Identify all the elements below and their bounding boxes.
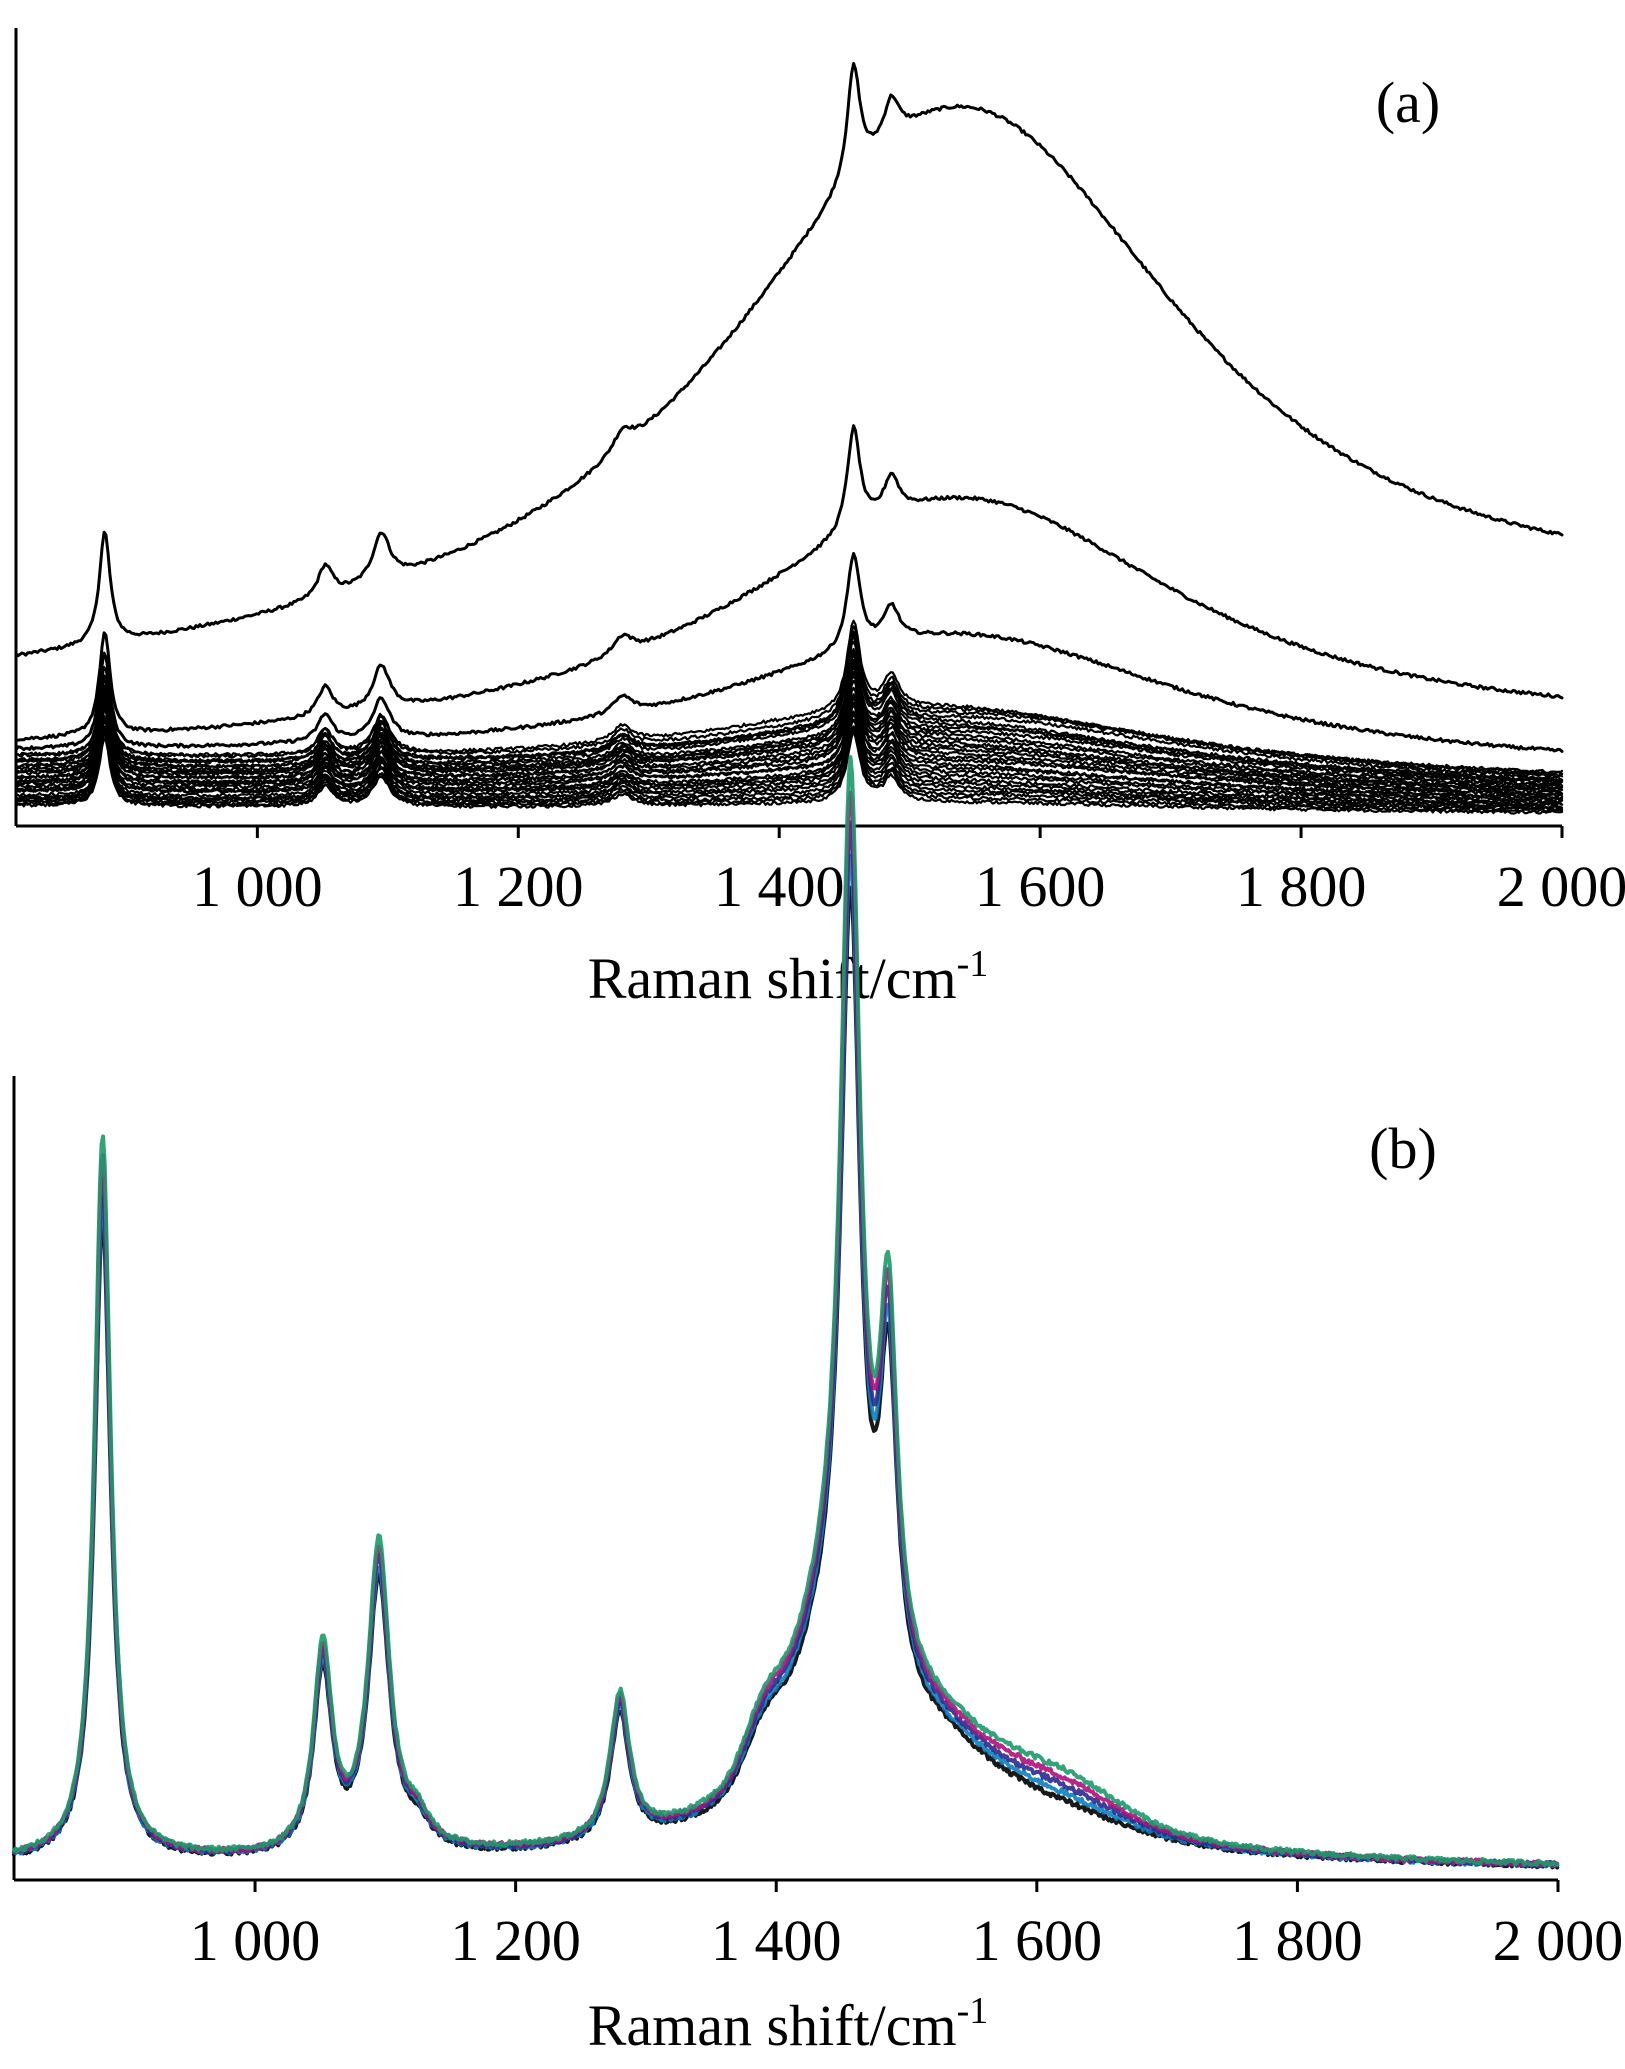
panel-b-spectra xyxy=(12,755,1560,1870)
panel-a-x-tick-label-2000: 2 000 xyxy=(1497,854,1625,919)
panel-a-spectrum-19 xyxy=(14,687,1564,798)
panel-a-spectrum-25 xyxy=(14,710,1564,807)
panel-b-spectrum-1 xyxy=(12,885,1560,1870)
panel-a-x-tick-label-1200: 1 200 xyxy=(453,854,584,919)
panel-b-x-axis-title-main: Raman shift/cm xyxy=(588,1993,957,2058)
panel-a-x-tick-label-1600: 1 600 xyxy=(975,854,1106,919)
panel-a-x-tick-label-1800: 1 800 xyxy=(1236,854,1367,919)
panel-b-x-axis-title: Raman shift/cm-1 xyxy=(588,1990,989,2058)
panel-a-x-axis-title-sup: -1 xyxy=(957,943,989,985)
panel-b-x-tick-label-1800: 1 800 xyxy=(1232,1908,1363,1973)
panel-b-spectrum-5 xyxy=(12,755,1560,1868)
panel-a-spectrum-30 xyxy=(14,730,1564,815)
panel-a-spectrum-10 xyxy=(14,647,1564,783)
panel-a-spectrum-2 xyxy=(14,424,1564,743)
panel-a-spectrum-23 xyxy=(14,701,1564,805)
panel-a-spectrum-20 xyxy=(14,686,1564,800)
panel-a-chart: 1 000 1 200 1 400 1 600 1 800 2 000 (a) Raman… xyxy=(14,28,1625,1011)
panel-b-x-tick-label-1400: 1 400 xyxy=(711,1908,842,1973)
panel-a-x-ticks xyxy=(255,826,1564,838)
panel-a-tag: (a) xyxy=(1376,70,1440,135)
panel-a-spectrum-24 xyxy=(14,703,1564,806)
panel-a-spectrum-7 xyxy=(14,634,1564,779)
panel-a-spectrum-14 xyxy=(14,662,1564,791)
panel-b-x-tick-labels: 1 000 1 200 1 400 1 600 1 800 2 000 xyxy=(190,1908,1623,1973)
panel-a-x-tick-label-1000: 1 000 xyxy=(192,854,323,919)
panel-b-x-axis-title-sup: -1 xyxy=(957,1990,989,2032)
panel-b-x-ticks xyxy=(253,1880,1560,1892)
panel-b-tag: (b) xyxy=(1369,1116,1437,1181)
panel-a-x-tick-label-1400: 1 400 xyxy=(714,854,845,919)
panel-a-spectrum-16 xyxy=(14,670,1564,793)
panel-b-chart: 1 000 1 200 1 400 1 600 1 800 2 000 (b) Raman… xyxy=(12,755,1623,2058)
panel-a-x-axis-title: Raman shift/cm-1 xyxy=(588,943,989,1011)
panel-a-spectrum-29 xyxy=(14,727,1564,814)
panel-a-spectrum-3 xyxy=(14,552,1564,753)
panel-b-x-tick-label-1600: 1 600 xyxy=(972,1908,1103,1973)
panel-a-spectrum-1 xyxy=(14,62,1564,658)
panel-b-x-tick-label-2000: 2 000 xyxy=(1493,1908,1624,1973)
panel-a-spectrum-11 xyxy=(14,651,1564,785)
panel-b-x-tick-label-1000: 1 000 xyxy=(190,1908,321,1973)
panel-a-spectra xyxy=(14,62,1564,815)
panel-a-x-tick-labels: 1 000 1 200 1 400 1 600 1 800 2 000 xyxy=(192,854,1625,919)
panel-a-spectrum-5 xyxy=(14,625,1564,776)
panel-b-x-tick-label-1200: 1 200 xyxy=(450,1908,581,1973)
panel-a-x-axis-title-main: Raman shift/cm xyxy=(588,946,957,1011)
